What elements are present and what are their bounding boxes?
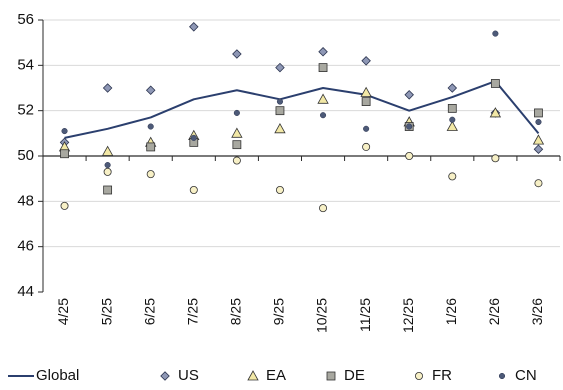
- legend-item-fr: FR: [415, 367, 452, 384]
- y-tick-label: 50: [17, 147, 34, 164]
- point-de-7: [362, 98, 370, 106]
- point-ea-9: [447, 122, 457, 131]
- y-tick-label: 54: [17, 56, 34, 73]
- x-tick-label: 8/25: [228, 298, 244, 325]
- series-us: [60, 23, 542, 154]
- point-de-6: [319, 64, 327, 72]
- point-cn-10: [493, 31, 499, 37]
- point-fr-4: [233, 157, 240, 164]
- point-fr-3: [190, 186, 197, 193]
- point-fr-7: [363, 143, 370, 150]
- x-tick-label: 2/26: [486, 298, 502, 325]
- point-us-4: [233, 50, 241, 58]
- point-cn-7: [363, 126, 369, 132]
- legend-swatch: [327, 372, 335, 380]
- x-tick-label: 12/25: [400, 298, 416, 333]
- point-de-1: [104, 186, 112, 194]
- y-tick-label: 56: [17, 11, 34, 28]
- point-cn-1: [105, 162, 111, 168]
- point-cn-9: [449, 117, 455, 123]
- point-us-2: [147, 86, 155, 94]
- point-de-5: [276, 107, 284, 115]
- legend-label: CN: [515, 367, 537, 384]
- point-cn-2: [148, 124, 154, 130]
- series-layer: [60, 23, 544, 212]
- point-ea-5: [275, 124, 285, 133]
- legend-label: DE: [344, 367, 365, 384]
- x-tick-label: 3/26: [529, 298, 545, 325]
- point-fr-2: [147, 171, 154, 178]
- legend: Global US EA DE FR CN: [8, 367, 537, 384]
- point-us-8: [405, 91, 413, 99]
- point-ea-4: [232, 128, 242, 137]
- y-tick-label: 48: [17, 192, 34, 209]
- point-us-6: [319, 48, 327, 56]
- point-fr-11: [535, 180, 542, 187]
- point-us-5: [276, 63, 284, 71]
- x-tick-label: 11/25: [357, 298, 373, 332]
- point-cn-3: [191, 135, 197, 141]
- series-de: [61, 64, 543, 194]
- x-tick-label: 5/25: [98, 298, 114, 325]
- point-fr-9: [449, 173, 456, 180]
- series-cn: [62, 31, 542, 168]
- point-us-11: [534, 145, 542, 153]
- x-tick-label: 4/25: [55, 298, 71, 325]
- point-us-9: [448, 84, 456, 92]
- point-fr-10: [492, 155, 499, 162]
- legend-swatch: [248, 371, 258, 380]
- grid-layer: [43, 20, 560, 247]
- legend-label: EA: [266, 367, 286, 384]
- point-cn-0: [62, 128, 68, 134]
- point-fr-5: [276, 186, 283, 193]
- legend-swatch: [161, 372, 169, 380]
- y-tick-label: 52: [17, 102, 34, 119]
- legend-item-ea: EA: [248, 367, 286, 384]
- point-ea-7: [361, 88, 371, 97]
- x-tick-label: 6/25: [141, 298, 157, 325]
- point-cn-4: [234, 110, 240, 116]
- point-fr-6: [319, 205, 326, 212]
- point-de-4: [233, 141, 241, 149]
- point-cn-6: [320, 112, 326, 118]
- point-de-0: [61, 150, 69, 158]
- y-tick-label: 44: [17, 283, 34, 300]
- legend-label: Global: [36, 367, 79, 384]
- x-tick-label: 7/25: [184, 298, 200, 325]
- point-cn-8: [406, 124, 412, 130]
- point-ea-6: [318, 94, 328, 103]
- x-tick-label: 10/25: [314, 298, 330, 333]
- point-de-9: [448, 104, 456, 112]
- y-tick-label: 46: [17, 238, 34, 255]
- point-ea-1: [103, 146, 113, 155]
- legend-item-cn: CN: [499, 367, 536, 384]
- point-cn-5: [277, 99, 283, 105]
- legend-item-global: Global: [8, 367, 79, 384]
- axis-layer: 44 46 48 50 52 54 56 4/25 5/25 6/25 7/25 8/25 9/25 10…: [17, 11, 560, 333]
- point-us-3: [190, 23, 198, 31]
- legend-label: FR: [432, 367, 452, 384]
- point-de-10: [491, 79, 499, 87]
- legend-item-de: DE: [327, 367, 365, 384]
- point-us-1: [103, 84, 111, 92]
- legend-label: US: [178, 367, 199, 384]
- point-fr-0: [61, 202, 68, 209]
- point-de-2: [147, 143, 155, 151]
- point-ea-11: [533, 135, 543, 144]
- point-de-11: [534, 109, 542, 117]
- point-fr-8: [406, 152, 413, 159]
- point-us-7: [362, 57, 370, 65]
- legend-swatch: [499, 373, 505, 379]
- legend-swatch: [415, 372, 422, 379]
- x-tick-label: 1/26: [443, 298, 459, 325]
- x-tick-label: 9/25: [271, 298, 287, 325]
- point-cn-11: [536, 119, 542, 125]
- series-line-global: [65, 81, 539, 138]
- point-fr-1: [104, 168, 111, 175]
- legend-item-us: US: [161, 367, 199, 384]
